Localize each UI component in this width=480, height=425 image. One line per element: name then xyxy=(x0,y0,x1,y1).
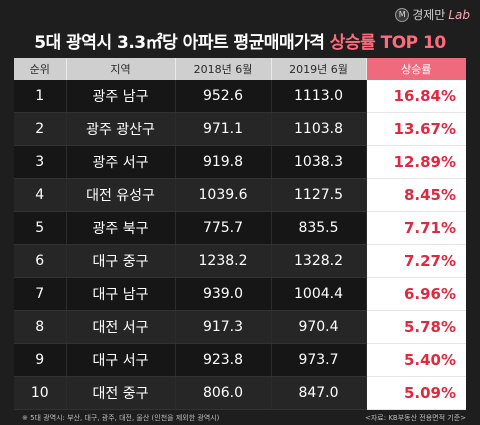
cell-2018: 1039.6 xyxy=(175,178,272,212)
cell-2019: 1038.3 xyxy=(271,145,367,179)
cell-2018: 917.3 xyxy=(175,310,272,344)
logo-brand-text: 경제만 xyxy=(412,8,446,22)
cell-region: 대전 중구 xyxy=(66,376,176,410)
logo-mark-icon: M xyxy=(395,7,410,22)
cell-2019: 1127.5 xyxy=(271,178,367,212)
cell-rank: 9 xyxy=(14,343,67,377)
table-row: 10 대전 중구 806.0 847.0 5.09% xyxy=(14,376,466,410)
cell-rate: 5.40% xyxy=(366,343,466,377)
header-region: 지역 xyxy=(66,58,176,80)
cell-2018: 923.8 xyxy=(175,343,272,377)
cell-2019: 847.0 xyxy=(271,376,367,410)
cell-2018: 806.0 xyxy=(175,376,272,410)
table-row: 7 대구 남구 939.0 1004.4 6.96% xyxy=(14,277,466,311)
cell-rate: 5.09% xyxy=(366,376,466,410)
cell-rank: 6 xyxy=(14,244,67,278)
cell-rank: 4 xyxy=(14,178,67,212)
header-2019: 2019년 6월 xyxy=(271,58,367,80)
table-header-row: 순위 지역 2018년 6월 2019년 6월 상승률 xyxy=(14,58,466,80)
cell-2019: 835.5 xyxy=(271,211,367,245)
table-row: 1 광주 남구 952.6 1113.0 16.84% xyxy=(14,80,466,113)
cell-region: 광주 광산구 xyxy=(66,112,176,146)
footnote-cities: ※ 5대 광역시: 부산, 대구, 광주, 대전, 울산 (인천을 제외한 광역… xyxy=(22,414,220,422)
cell-rate: 16.84% xyxy=(366,80,466,113)
brand-logo: M 경제만 Lab xyxy=(395,6,470,23)
cell-rank: 8 xyxy=(14,310,67,344)
cell-rate: 7.27% xyxy=(366,244,466,278)
footnote-source: <자료: KB부동산 전용면적 기준> xyxy=(365,414,466,422)
cell-2018: 939.0 xyxy=(175,277,272,311)
page-title: 5대 광역시 3.3㎡당 아파트 평균매매가격 상승률 TOP 10 xyxy=(0,28,480,53)
cell-rank: 2 xyxy=(14,112,67,146)
cell-rate: 12.89% xyxy=(366,145,466,179)
cell-region: 광주 서구 xyxy=(66,145,176,179)
cell-rate: 7.71% xyxy=(366,211,466,245)
cell-2018: 919.8 xyxy=(175,145,272,179)
cell-2019: 970.4 xyxy=(271,310,367,344)
logo-lab-text: Lab xyxy=(448,7,470,22)
cell-rank: 7 xyxy=(14,277,67,311)
cell-rank: 5 xyxy=(14,211,67,245)
header-2018: 2018년 6월 xyxy=(175,58,272,80)
cell-region: 대구 남구 xyxy=(66,277,176,311)
cell-region: 광주 북구 xyxy=(66,211,176,245)
cell-region: 대구 서구 xyxy=(66,343,176,377)
cell-2019: 973.7 xyxy=(271,343,367,377)
cell-2019: 1328.2 xyxy=(271,244,367,278)
cell-region: 대구 중구 xyxy=(66,244,176,278)
cell-region: 대전 서구 xyxy=(66,310,176,344)
cell-2018: 1238.2 xyxy=(175,244,272,278)
table-row: 2 광주 광산구 971.1 1103.8 13.67% xyxy=(14,112,466,146)
cell-rate: 8.45% xyxy=(366,178,466,212)
cell-rate: 13.67% xyxy=(366,112,466,146)
header-rate: 상승률 xyxy=(366,58,466,80)
ranking-table: 순위 지역 2018년 6월 2019년 6월 상승률 1 광주 남구 952.6 1… xyxy=(14,58,466,410)
table-row: 6 대구 중구 1238.2 1328.2 7.27% xyxy=(14,244,466,278)
cell-2018: 952.6 xyxy=(175,80,272,113)
cell-region: 광주 남구 xyxy=(66,80,176,113)
table-row: 4 대전 유성구 1039.6 1127.5 8.45% xyxy=(14,178,466,212)
table-row: 9 대구 서구 923.8 973.7 5.40% xyxy=(14,343,466,377)
cell-rate: 5.78% xyxy=(366,310,466,344)
cell-2018: 775.7 xyxy=(175,211,272,245)
cell-region: 대전 유성구 xyxy=(66,178,176,212)
table-row: 8 대전 서구 917.3 970.4 5.78% xyxy=(14,310,466,344)
cell-rate: 6.96% xyxy=(366,277,466,311)
cell-2019: 1113.0 xyxy=(271,80,367,113)
cell-rank: 3 xyxy=(14,145,67,179)
cell-rank: 10 xyxy=(14,376,67,410)
title-main: 5대 광역시 3.3㎡당 아파트 평균매매가격 xyxy=(34,33,330,53)
cell-2018: 971.1 xyxy=(175,112,272,146)
table-row: 5 광주 북구 775.7 835.5 7.71% xyxy=(14,211,466,245)
cell-2019: 1103.8 xyxy=(271,112,367,146)
header-rank: 순위 xyxy=(14,58,67,80)
table-row: 3 광주 서구 919.8 1038.3 12.89% xyxy=(14,145,466,179)
cell-rank: 1 xyxy=(14,80,67,113)
title-highlight: 상승률 TOP 10 xyxy=(329,33,446,53)
cell-2019: 1004.4 xyxy=(271,277,367,311)
